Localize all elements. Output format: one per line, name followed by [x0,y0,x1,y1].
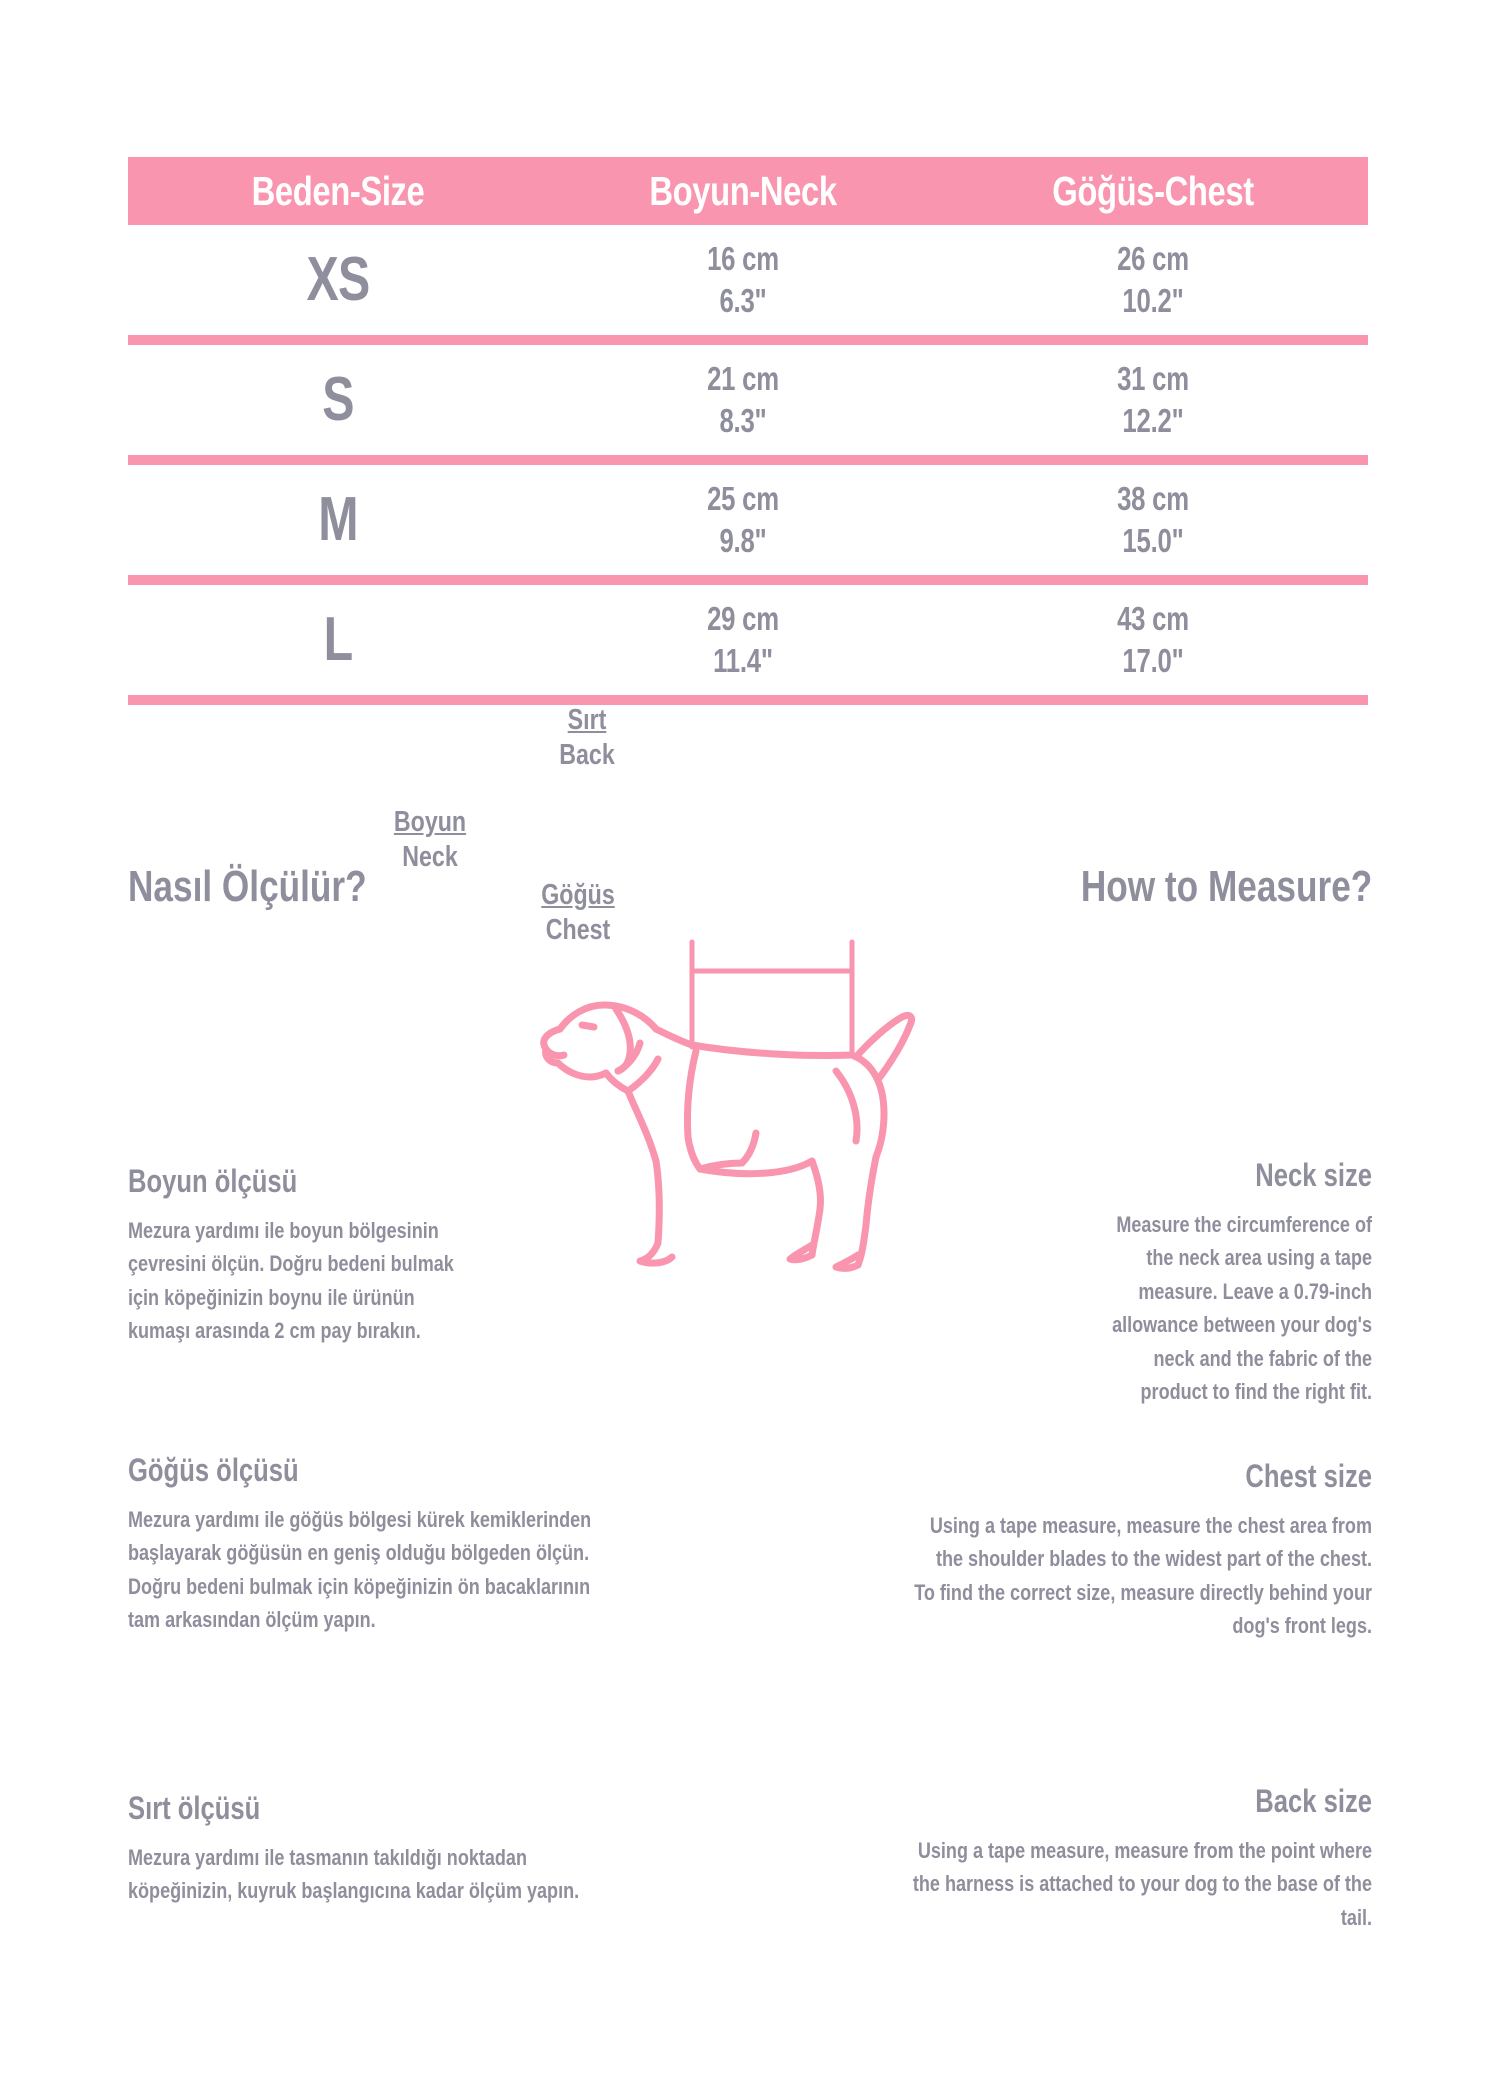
cell-neck-cm: 29 cm [707,599,779,637]
cell-chest-in: 10.2" [1122,282,1184,319]
cell-chest: 26 cm 10.2" [985,238,1320,322]
diagram-label-neck: Boyun Neck [386,805,474,876]
cell-chest-cm: 43 cm [1117,599,1189,637]
row-divider [128,335,1368,345]
cell-chest-cm: 38 cm [1117,479,1189,517]
cell-size: XS [306,245,371,314]
section-chest-en-body: Using a tape measure, measure the chest … [914,1513,1372,1639]
table-header-row: Beden-Size Boyun-Neck Göğüs-Chest [128,157,1368,225]
diagram-label-chest-tr: Göğüs [541,879,615,911]
column-header-neck: Boyun-Neck [649,167,837,214]
cell-neck-in: 6.3" [719,282,767,319]
section-chest-tr-heading: Göğüs ölçüsü [128,1452,299,1488]
cell-neck-cm: 21 cm [707,359,779,397]
section-chest-en-heading: Chest size [1245,1458,1372,1494]
cell-chest-in: 17.0" [1122,642,1184,679]
diagram-label-neck-tr: Boyun [393,806,467,838]
section-neck-tr-heading: Boyun ölçüsü [128,1163,298,1199]
cell-neck: 16 cm 6.3" [591,238,895,322]
cell-chest-in: 12.2" [1122,402,1184,439]
section-back-tr-heading: Sırt ölçüsü [128,1790,261,1826]
section-chest-tr-body: Mezura yardımı ile göğüs bölgesi kürek k… [128,1507,592,1633]
section-back-en-body: Using a tape measure, measure from the p… [912,1838,1372,1930]
section-neck-en-heading: Neck size [1255,1157,1372,1193]
section-chest-en: Chest size Using a tape measure, measure… [812,1458,1372,1643]
cell-neck-in: 11.4" [713,642,773,679]
diagram-label-neck-en: Neck [402,841,458,874]
section-neck-tr: Boyun ölçüsü Mezura yardımı ile boyun bö… [128,1163,528,1348]
cell-size: S [322,365,354,434]
table-row: XS 16 cm 6.3" 26 cm 10.2" [128,225,1368,335]
diagram-label-back-en: Back [559,739,615,772]
section-chest-tr: Göğüs ölçüsü Mezura yardımı ile göğüs bö… [128,1452,728,1637]
cell-chest-cm: 31 cm [1117,359,1189,397]
dog-measurement-diagram [500,925,1000,1275]
row-divider [128,455,1368,465]
section-neck-en: Neck size Measure the circumference of t… [1042,1157,1372,1409]
how-to-measure-title-en: How to Measure? [1080,862,1372,911]
table-bottom-divider [128,695,1368,705]
cell-chest-in: 15.0" [1122,522,1184,559]
diagram-label-back-tr: Sırt [567,704,607,736]
cell-neck-in: 9.8" [719,522,767,559]
cell-neck: 25 cm 9.8" [591,478,895,562]
table-row: M 25 cm 9.8" 38 cm 15.0" [128,465,1368,575]
diagram-label-chest-en: Chest [545,914,611,947]
cell-neck: 29 cm 11.4" [591,598,895,682]
cell-neck-in: 8.3" [719,402,767,439]
diagram-label-chest: Göğüs Chest [530,878,626,949]
dog-outline-icon [540,939,916,1272]
cell-chest: 43 cm 17.0" [985,598,1320,682]
section-back-en: Back size Using a tape measure, measure … [802,1783,1372,1934]
cell-chest: 38 cm 15.0" [985,478,1320,562]
cell-size: L [323,605,354,674]
section-back-tr: Sırt ölçüsü Mezura yardımı ile tasmanın … [128,1790,728,1908]
section-neck-en-body: Measure the circumference of the neck ar… [1112,1212,1372,1405]
cell-neck: 21 cm 8.3" [591,358,895,442]
back-measure-bracket [689,939,855,1054]
cell-size: M [318,485,358,554]
cell-neck-cm: 25 cm [707,479,779,517]
section-neck-tr-body: Mezura yardımı ile boyun bölgesinin çevr… [128,1218,454,1344]
size-chart-table: Beden-Size Boyun-Neck Göğüs-Chest XS 16 … [128,157,1368,705]
cell-chest: 31 cm 12.2" [985,358,1320,442]
section-back-tr-body: Mezura yardımı ile tasmanın takıldığı no… [128,1845,580,1904]
section-back-en-heading: Back size [1255,1783,1372,1819]
row-divider [128,575,1368,585]
diagram-label-back: Sırt Back [543,703,631,774]
cell-chest-cm: 26 cm [1117,239,1189,277]
column-header-size: Beden-Size [251,167,425,214]
cell-neck-cm: 16 cm [707,239,779,277]
table-row: L 29 cm 11.4" 43 cm 17.0" [128,585,1368,695]
table-row: S 21 cm 8.3" 31 cm 12.2" [128,345,1368,455]
how-to-measure-title-tr: Nasıl Ölçülür? [128,862,367,911]
column-header-chest: Göğüs-Chest [1052,167,1254,214]
